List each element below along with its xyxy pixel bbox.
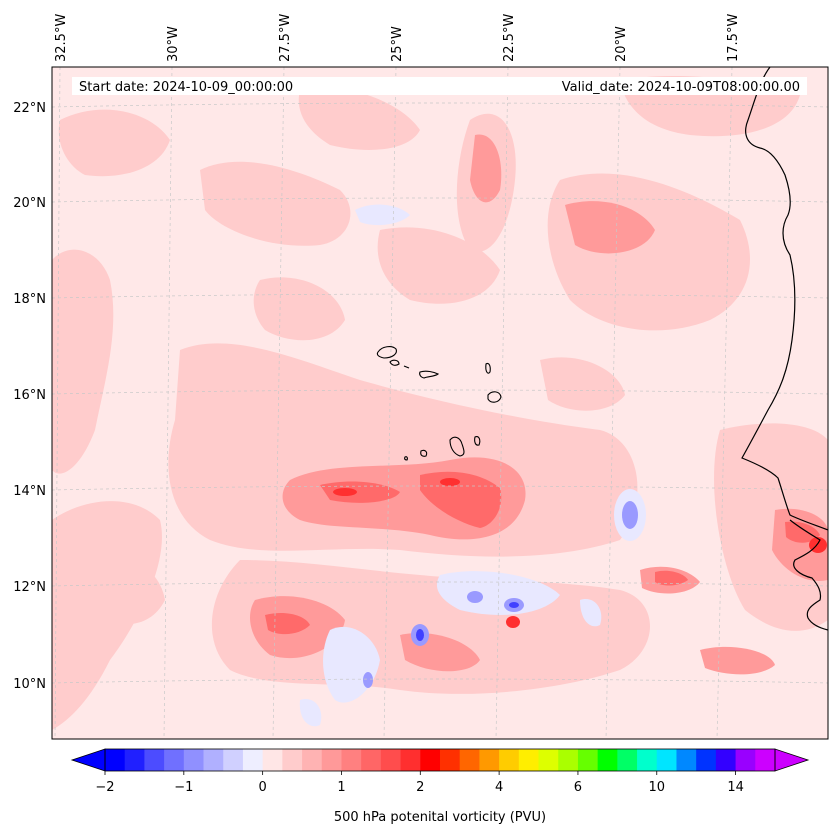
- colorbar-segment: [380, 749, 401, 771]
- pv-deep-blue-spot: [416, 602, 519, 641]
- longitude-labels: 32.5°W 30°W 27.5°W 25°W 22.5°W 20°W 17.5…: [54, 14, 741, 62]
- island-fogo: [420, 449, 428, 457]
- lat-label: 10°N: [13, 677, 46, 692]
- start-date-label: Start date: 2024-10-09_00:00:00: [79, 80, 293, 95]
- colorbar-segment: [420, 749, 441, 771]
- colorbar-segment: [242, 749, 264, 771]
- colorbar: −2 −1 0 1 2 4 6 10 14 500 hPa potenital vorticit…: [70, 748, 810, 825]
- island-santo-antao: [376, 346, 397, 359]
- colorbar-segment: [400, 749, 421, 771]
- colorbar-segment: [518, 749, 539, 771]
- coastline: [741, 67, 828, 631]
- colorbar-segment: [341, 749, 362, 771]
- latitude-labels: 22°N 20°N 18°N 16°N 14°N 12°N 10°N: [13, 101, 46, 692]
- lat-label: 14°N: [13, 484, 46, 499]
- island-boa-vista: [487, 391, 502, 403]
- colorbar-segment: [282, 749, 303, 771]
- lon-label: 32.5°W: [54, 14, 69, 62]
- lat-label: 12°N: [13, 580, 46, 595]
- colorbar-segment: [696, 749, 717, 771]
- colorbar-segment: [637, 749, 658, 771]
- colorbar-tick-label: 0: [259, 780, 267, 795]
- graticule: [52, 67, 828, 739]
- island-santiago: [449, 436, 465, 457]
- colorbar-segment: [558, 749, 579, 771]
- pv-strong-red-field: [265, 471, 820, 635]
- colorbar-segment: [735, 749, 756, 771]
- lon-label: 25°W: [390, 26, 405, 62]
- island-sao-vicente: [389, 359, 400, 366]
- lat-label: 20°N: [13, 196, 46, 211]
- colorbar-segment: [361, 749, 382, 771]
- colorbar-segment: [755, 749, 776, 771]
- island-sao-nicolau: [419, 370, 440, 379]
- lat-label: 22°N: [13, 101, 46, 116]
- lat-label: 18°N: [13, 292, 46, 307]
- colorbar-segment: [656, 749, 677, 771]
- colorbar-ticks: −2 −1 0 1 2 4 6 10 14: [95, 771, 744, 795]
- valid-date-box: [440, 77, 807, 95]
- colorbar-segment: [597, 749, 618, 771]
- island-brava: [404, 456, 408, 461]
- cape-verde-islands: [376, 346, 502, 461]
- colorbar-segment: [459, 749, 480, 771]
- colorbar-tick-label: 1: [337, 780, 345, 795]
- colorbar-tick-label: 4: [495, 780, 503, 795]
- colorbar-segment: [617, 749, 638, 771]
- colorbar-extend-max: [774, 748, 810, 772]
- colorbar-tick-label: 10: [648, 780, 665, 795]
- island-santa-luzia: [403, 365, 410, 369]
- colorbar-segment: [302, 749, 323, 771]
- island-maio: [474, 436, 481, 446]
- start-date-box: [72, 77, 444, 95]
- colorbar-tick-label: −1: [174, 780, 193, 795]
- colorbar-segment: [479, 749, 500, 771]
- valid-date-label: Valid_date: 2024-10-09T08:00:00.00: [562, 80, 800, 95]
- lon-label: 27.5°W: [278, 14, 293, 62]
- colorbar-segment: [183, 749, 204, 771]
- colorbar-segment: [164, 749, 185, 771]
- colorbar-extend-min: [70, 748, 106, 772]
- lon-label: 17.5°W: [726, 14, 741, 62]
- colorbar-tick-label: 6: [574, 780, 582, 795]
- island-sal: [485, 362, 491, 374]
- colorbar-segment: [124, 749, 145, 771]
- pv-light-red-field: [52, 75, 828, 730]
- colorbar-segment: [499, 749, 520, 771]
- colorbar-label: 500 hPa potenital vorticity (PVU): [334, 810, 546, 825]
- colorbar-segment: [538, 749, 559, 771]
- colorbar-segment: [203, 749, 224, 771]
- map-panel: [52, 67, 828, 739]
- colorbar-segment: [262, 749, 283, 771]
- colorbar-segments: [105, 749, 776, 771]
- colorbar-tick-label: 2: [416, 780, 424, 795]
- colorbar-frame: [104, 748, 776, 772]
- colorbar-tick-label: −2: [95, 780, 114, 795]
- colorbar-segment: [676, 749, 697, 771]
- lon-label: 20°W: [614, 26, 629, 62]
- colorbar-segment: [715, 749, 736, 771]
- colorbar-segment: [105, 749, 126, 771]
- lat-label: 16°N: [13, 388, 46, 403]
- colorbar-tick-label: 14: [727, 780, 744, 795]
- colorbar-segment: [144, 749, 165, 771]
- colorbar-segment: [577, 749, 599, 771]
- lon-label: 30°W: [166, 26, 181, 62]
- colorbar-segment: [321, 749, 342, 771]
- colorbar-segment: [223, 749, 244, 771]
- lon-label: 22.5°W: [502, 14, 517, 62]
- map-frame: [51, 66, 829, 740]
- colorbar-segment: [440, 749, 461, 771]
